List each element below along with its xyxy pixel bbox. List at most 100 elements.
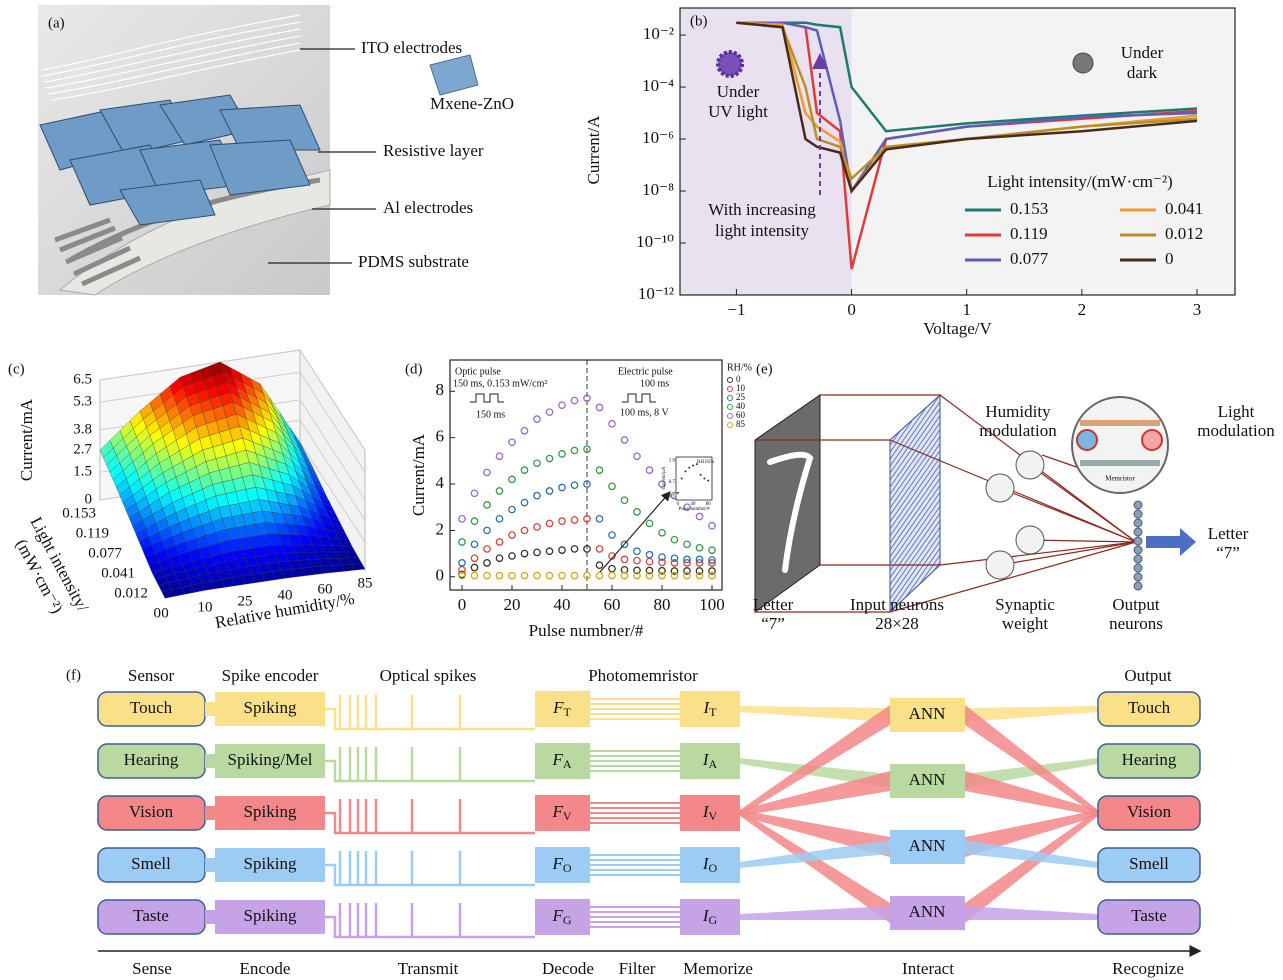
synapses xyxy=(986,451,1044,579)
ann-label: ANN xyxy=(909,704,946,723)
encoder-label: Spiking xyxy=(244,906,297,925)
symbol-main: F xyxy=(551,906,563,925)
symbol-sub: T xyxy=(709,705,717,719)
symbol-sub: V xyxy=(563,809,572,823)
output-label: Smell xyxy=(1129,854,1169,873)
data-point xyxy=(484,546,490,552)
dark-icon xyxy=(1073,53,1093,73)
data-point xyxy=(671,555,677,561)
data-point xyxy=(571,517,577,523)
callout: PDMS substrate xyxy=(358,252,469,271)
connection xyxy=(965,706,1098,722)
output-label: Touch xyxy=(1128,698,1171,717)
data-point xyxy=(596,404,602,410)
data-point xyxy=(484,527,490,533)
data-point xyxy=(521,550,527,556)
data-point xyxy=(659,530,665,536)
data-point xyxy=(646,559,652,565)
symbol-sub: O xyxy=(563,861,572,875)
data-point xyxy=(471,518,477,524)
caption: Letter xyxy=(753,595,794,614)
caption: “7” xyxy=(761,614,785,633)
caption: Light xyxy=(1218,402,1255,421)
y-tick-label: 0.012 xyxy=(114,585,148,601)
caption: Memristor xyxy=(1105,475,1135,483)
inset-point xyxy=(707,480,709,482)
symbol-sub: A xyxy=(709,757,718,771)
inset-title: RH 85% xyxy=(697,460,714,465)
annotation: Optic pulse xyxy=(455,366,501,377)
x-tick-label: 100 xyxy=(699,595,725,614)
data-point xyxy=(471,490,477,496)
data-point xyxy=(521,572,527,578)
column-header: Optical spikes xyxy=(380,666,477,685)
encoder-label: Spiking xyxy=(244,802,297,821)
y-tick-label: 10⁻⁶ xyxy=(642,128,674,147)
data-point xyxy=(646,467,652,473)
z-tick-label: 5.3 xyxy=(73,394,92,410)
inset-y-label: Current/μA xyxy=(662,466,667,489)
legend-label: 85 xyxy=(736,419,746,429)
sensor-label: Touch xyxy=(130,698,173,717)
inset-point xyxy=(681,478,683,480)
pulse-waveform xyxy=(622,394,656,402)
y-tick-label: 10⁻⁴ xyxy=(642,76,674,95)
data-point xyxy=(684,541,690,547)
input-image xyxy=(755,395,820,612)
x-tick-label: 80 xyxy=(654,595,671,614)
data-point xyxy=(496,453,502,459)
data-point xyxy=(709,572,715,578)
data-point xyxy=(521,428,527,434)
spike-train xyxy=(325,903,535,937)
data-point xyxy=(596,572,602,578)
data-point xyxy=(521,499,527,505)
x-axis-label: Pulse numbner/# xyxy=(529,621,644,640)
data-point xyxy=(496,488,502,494)
data-point xyxy=(546,520,552,526)
data-point xyxy=(621,437,627,443)
spike-train xyxy=(325,695,535,729)
x-tick-label: 0 xyxy=(847,300,856,319)
connection xyxy=(965,906,1098,920)
legend-label: 0 xyxy=(1165,249,1174,268)
stage-label: Sense xyxy=(132,959,172,978)
neck xyxy=(205,910,215,924)
inset-tick-label: 0.7 xyxy=(669,480,676,485)
data-point xyxy=(596,516,602,522)
data-point xyxy=(684,572,690,578)
caption: “7” xyxy=(1216,543,1240,562)
annotation: 100 ms xyxy=(640,378,669,389)
input-neurons xyxy=(890,395,940,612)
data-point xyxy=(559,518,565,524)
x-tick-label: 1 xyxy=(962,300,971,319)
data-point xyxy=(596,467,602,473)
data-point xyxy=(459,560,465,566)
caption: Synaptic xyxy=(995,595,1055,614)
data-point xyxy=(459,539,465,545)
data-point xyxy=(696,513,702,519)
data-point xyxy=(509,532,515,538)
data-point xyxy=(546,455,552,461)
x-tick-label: 10 xyxy=(198,599,213,615)
data-point xyxy=(546,409,552,415)
data-point xyxy=(534,460,540,466)
z-tick-label: 6.5 xyxy=(73,371,92,387)
data-point xyxy=(509,553,515,559)
x-tick-label: 3 xyxy=(1193,300,1202,319)
data-point xyxy=(571,397,577,403)
legend-label: 0.041 xyxy=(1165,199,1203,218)
y-tick-label: 10⁻⁸ xyxy=(642,180,674,199)
spike-train xyxy=(325,799,535,833)
caption: modulation xyxy=(1197,421,1275,440)
data-point xyxy=(634,509,640,515)
legend-swatch xyxy=(728,387,733,392)
data-point xyxy=(496,516,502,522)
annotation: Under xyxy=(717,82,760,101)
z-axis-label: Current/mA xyxy=(17,398,36,481)
stage-label: Encode xyxy=(240,959,291,978)
symbol-sub: A xyxy=(563,757,572,771)
neck xyxy=(205,806,215,820)
encoder-label: Spiking xyxy=(244,698,297,717)
spike-train xyxy=(325,851,535,885)
column-header: Output xyxy=(1124,666,1172,685)
